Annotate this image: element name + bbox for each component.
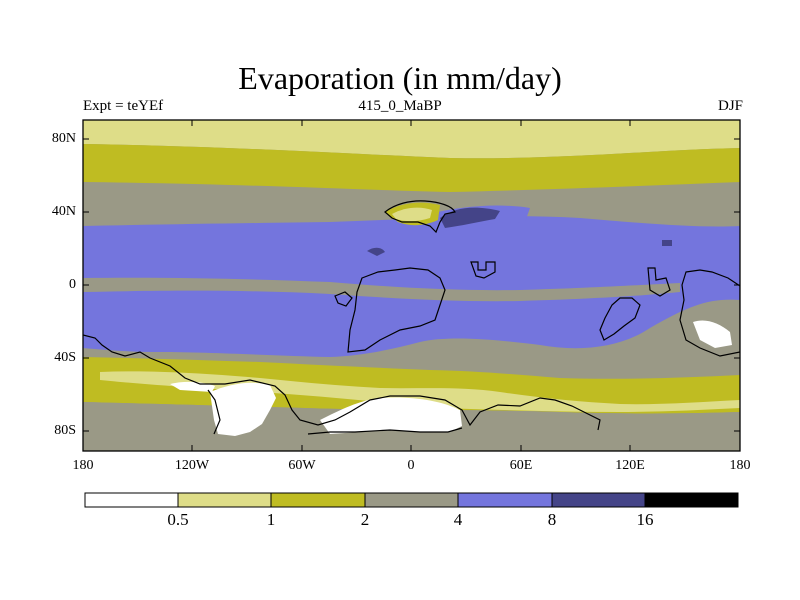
region-small-dark (367, 247, 385, 256)
band-north-mid (83, 144, 740, 192)
lat-tick-label: 0 (69, 277, 76, 292)
region-ice-west (210, 382, 276, 436)
colorbar-box-1 (177, 492, 272, 508)
period-label: 415_0_MaBP (358, 98, 442, 114)
coast-southern (83, 334, 601, 431)
lon-tick-label: 60E (509, 458, 533, 473)
colorbar-box-5 (551, 492, 646, 508)
colorbar-label: 16 (636, 510, 654, 529)
coast-small-north (470, 261, 496, 279)
colorbar-label: 8 (547, 510, 557, 529)
coast-east-far (647, 267, 671, 297)
band-south-light (100, 371, 740, 412)
lon-tick-label: 180 (729, 458, 751, 473)
region-ice-east (693, 320, 732, 348)
lat-tick-label: 80S (54, 423, 76, 438)
colorbar (84, 492, 739, 508)
colorbar-box-0 (84, 492, 179, 508)
region-ice-central (320, 397, 462, 434)
region-north-coast-light (392, 207, 432, 222)
colorbar-box-3 (364, 492, 459, 508)
colorbar-box-6 (644, 492, 739, 508)
map-field (83, 120, 740, 451)
experiment-label: Expt = teYEf (83, 98, 164, 114)
band-equatorial-gray (83, 277, 680, 302)
band-arctic-light (83, 120, 740, 159)
lon-tick-label: 0 (407, 458, 415, 473)
colorbar-box-4 (457, 492, 553, 508)
lat-tick-label: 40S (54, 350, 76, 365)
region-dark-north (440, 207, 500, 228)
coast-antarctic (207, 389, 463, 435)
lon-tick-label: 120E (615, 458, 645, 473)
coast-east (599, 297, 641, 341)
band-tropics (83, 216, 740, 357)
colorbar-label: 0.5 (167, 510, 189, 529)
region-dark-east (662, 240, 672, 246)
colorbar-label: 2 (360, 510, 370, 529)
coast-north (384, 200, 456, 234)
lon-tick-label: 120W (174, 458, 210, 473)
lat-tick-label: 80N (51, 131, 76, 146)
season-label: DJF (717, 98, 743, 114)
tick-marks (83, 120, 740, 451)
lon-tick-label: 60W (288, 458, 316, 473)
lat-tick-label: 40N (51, 204, 76, 219)
colorbar-box-2 (270, 492, 366, 508)
colorbar-label: 4 (453, 510, 463, 529)
coastlines (83, 200, 740, 435)
lon-tick-label: 180 (72, 458, 94, 473)
coast-australia (679, 269, 740, 357)
coast-small-west (334, 291, 353, 307)
plot-title: Evaporation (in mm/day) (238, 60, 562, 96)
colorbar-label: 1 (266, 510, 276, 529)
coast-africa (347, 267, 446, 353)
